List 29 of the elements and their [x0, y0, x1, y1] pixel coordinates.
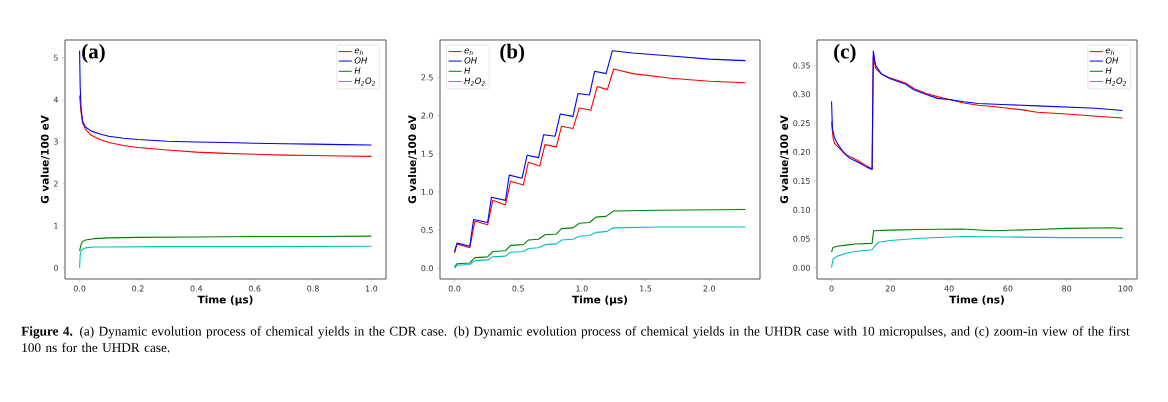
- legend-label: e$_{h}$: [354, 48, 363, 55]
- line-series: [79, 235, 372, 252]
- legend-label: H$_{2}$O$_{2}$: [464, 77, 485, 86]
- legend-label: H$_{2}$O$_{2}$: [1105, 77, 1127, 86]
- legend-label: OH: [1105, 57, 1119, 64]
- line-series: [453, 208, 747, 268]
- line-series: [831, 235, 1124, 269]
- y-axis-title: G value/100 eV: [40, 115, 50, 204]
- chart-title: (a): [82, 43, 105, 63]
- legend-label: H: [1105, 67, 1112, 74]
- chart-title: (c): [834, 43, 856, 63]
- x-axis-title: Time (ns): [949, 295, 1004, 305]
- y-axis-title: G value/100 eV: [779, 115, 789, 204]
- line-series: [79, 245, 372, 269]
- text: Figure 4. (a) Dynamic evolution process of chemical yields in the CDR case. (b) Dynamic evolution process of chemical yields in the UHDR case with 10 micropulses, and (c) zoom-in view of the first 100 ns for the UHDR case.: [21, 326, 1130, 353]
- line-series: [79, 94, 372, 157]
- legend-label: OH: [464, 57, 477, 64]
- y-axis-title: G value/100 eV: [408, 115, 417, 204]
- line-series: [831, 227, 1124, 253]
- legend-label: e$_{h}$: [464, 48, 473, 55]
- chart-title: (b): [500, 43, 525, 63]
- line-series: [453, 226, 747, 269]
- legend-label: e$_{h}$: [1105, 48, 1114, 55]
- x-axis-title: Time (μs): [197, 295, 253, 306]
- legend-label: H: [354, 67, 361, 74]
- x-axis-title: Time (μs): [572, 295, 628, 306]
- legend-label: H: [464, 67, 471, 74]
- legend-label: OH: [354, 57, 368, 64]
- legend-label: H$_{2}$O$_{2}$: [354, 77, 376, 86]
